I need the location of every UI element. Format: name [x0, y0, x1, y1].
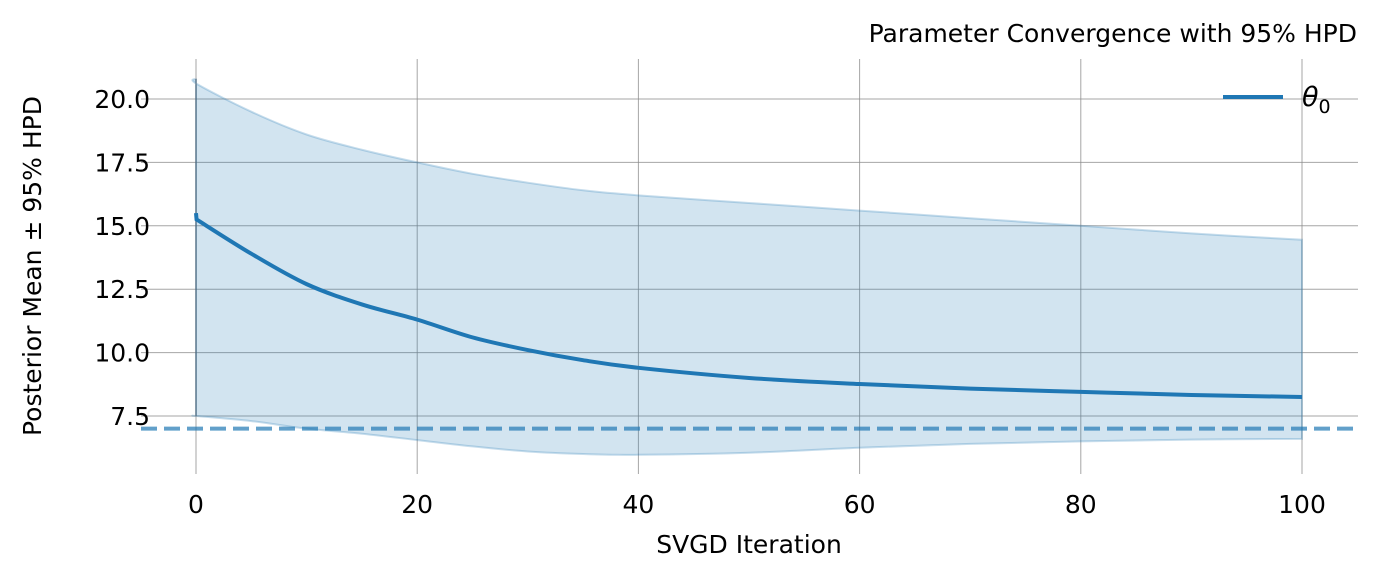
legend: θ0: [1223, 82, 1331, 118]
x-tick-label: 60: [844, 490, 876, 519]
y-tick-label: 12.5: [94, 275, 150, 304]
y-axis-label: Posterior Mean ± 95% HPD: [18, 96, 47, 436]
x-tick-label: 40: [622, 490, 654, 519]
y-tick-label: 15.0: [94, 212, 150, 241]
chart-title: Parameter Convergence with 95% HPD: [869, 19, 1357, 48]
x-axis-label: SVGD Iteration: [656, 530, 842, 559]
tick-labels: 0 20 40 60 80 100 7.5 10.0 12.5 15.0 17.5 20.0: [94, 85, 1326, 519]
legend-label: θ0: [1302, 82, 1331, 118]
y-tick-label: 17.5: [94, 148, 150, 177]
grid-lines: [141, 59, 1358, 474]
series-layer: [141, 212, 1358, 431]
x-tick-label: 20: [401, 490, 433, 519]
hpd-band: [191, 77, 1303, 456]
x-tick-label: 100: [1278, 490, 1326, 519]
x-tick-label: 80: [1065, 490, 1097, 519]
y-tick-label: 10.0: [94, 339, 150, 368]
y-tick-label: 7.5: [110, 402, 150, 431]
mean-line: [194, 212, 1303, 399]
x-tick-label: 0: [188, 490, 204, 519]
y-tick-label: 20.0: [94, 85, 150, 114]
hpd-band-layer: [191, 77, 1303, 456]
